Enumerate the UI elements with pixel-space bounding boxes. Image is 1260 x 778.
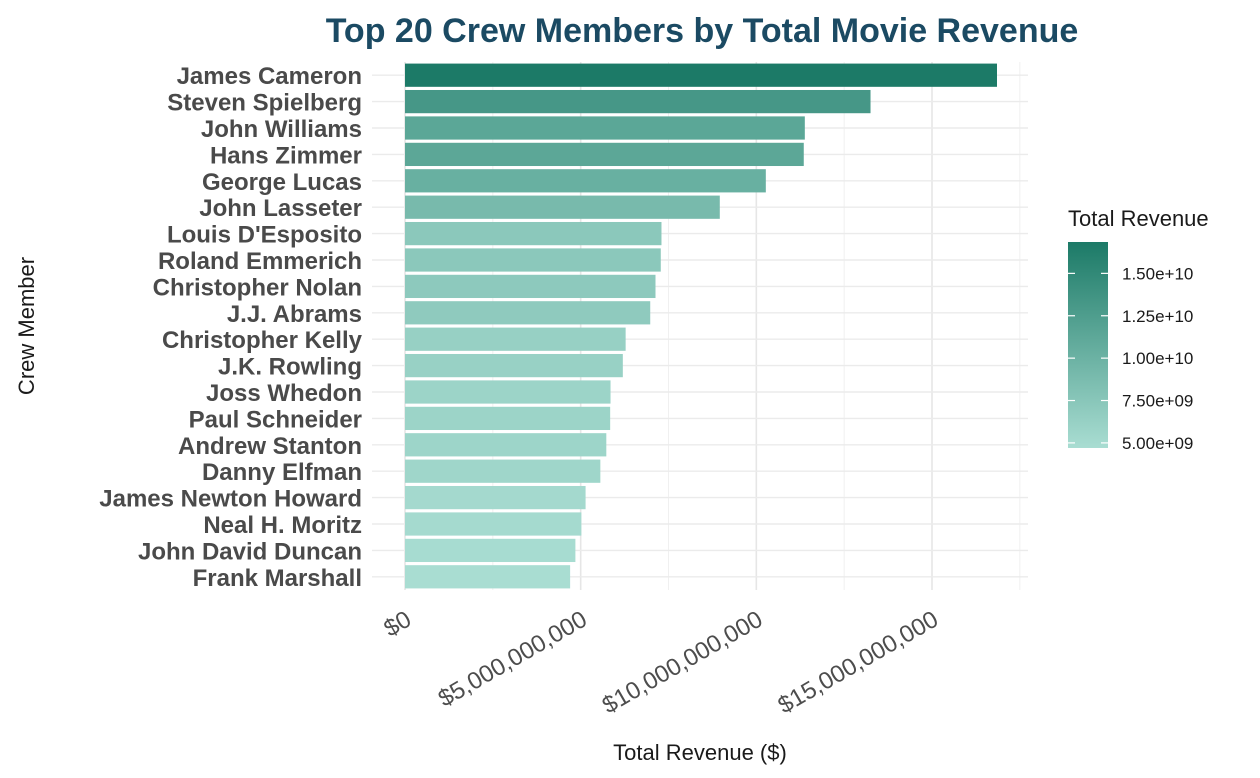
category-label: Christopher Kelly — [162, 327, 363, 354]
bar — [405, 221, 662, 246]
bar — [405, 380, 611, 404]
legend-colorbar — [1068, 242, 1108, 448]
category-label: Paul Schneider — [189, 406, 362, 433]
grid-lines — [372, 62, 1028, 590]
bar — [405, 301, 651, 325]
x-tick-label: $0 — [379, 606, 416, 643]
category-label: Hans Zimmer — [210, 142, 362, 169]
chart-title: Top 20 Crew Members by Total Movie Reven… — [326, 12, 1079, 50]
category-label: Neal H. Moritz — [203, 512, 362, 539]
bar — [405, 565, 571, 589]
x-tick-label: $15,000,000,000 — [773, 606, 943, 719]
legend-tick-label: 1.50e+10 — [1122, 264, 1193, 283]
category-label: John Williams — [201, 116, 362, 143]
bar — [405, 459, 601, 483]
legend-tick-label: 1.25e+10 — [1122, 307, 1193, 326]
category-label: J.K. Rowling — [218, 354, 362, 381]
legend-tick-label: 7.50e+09 — [1122, 392, 1193, 411]
y-axis-title: Crew Member — [14, 257, 39, 395]
legend: Total Revenue 5.00e+09 7.50e+09 1.00e+10 1.… — [1068, 206, 1209, 453]
bar — [405, 485, 586, 510]
x-tick-label: $10,000,000,000 — [598, 606, 768, 719]
bar — [405, 274, 656, 299]
category-label: James Cameron — [177, 63, 362, 90]
bar — [405, 142, 804, 167]
category-label: Christopher Nolan — [153, 274, 362, 301]
bar — [405, 63, 997, 87]
bar — [405, 353, 623, 378]
category-label: Joss Whedon — [206, 380, 362, 407]
category-label: J.J. Abrams — [227, 301, 362, 328]
bar — [405, 512, 582, 536]
category-label: John Lasseter — [199, 195, 362, 222]
category-label: Danny Elfman — [202, 459, 362, 486]
x-tick-label: $5,000,000,000 — [434, 606, 592, 713]
category-label: Steven Spielberg — [167, 90, 362, 117]
category-label: George Lucas — [202, 169, 362, 196]
bar — [405, 406, 611, 431]
bar — [405, 89, 871, 114]
legend-ticks: 5.00e+09 7.50e+09 1.00e+10 1.25e+10 1.50e+10 — [1068, 264, 1193, 453]
x-axis-title: Total Revenue ($) — [613, 740, 787, 765]
x-axis-ticks: $0 $5,000,000,000 $10,000,000,000 $15,000,0… — [379, 606, 943, 719]
bar — [405, 116, 805, 140]
category-label: Roland Emmerich — [158, 248, 362, 275]
legend-tick-label: 1.00e+10 — [1122, 349, 1193, 368]
category-label: Andrew Stanton — [178, 433, 362, 460]
category-label: Frank Marshall — [193, 565, 362, 592]
bar — [405, 248, 661, 272]
bar — [405, 169, 766, 193]
legend-tick-label: 5.00e+09 — [1122, 434, 1193, 453]
bars — [405, 63, 997, 589]
category-label: James Newton Howard — [99, 486, 362, 513]
bar — [405, 327, 626, 351]
bar — [405, 195, 720, 219]
category-label: Louis D'Esposito — [167, 222, 362, 249]
bar — [405, 433, 607, 457]
bar — [405, 538, 576, 563]
legend-title: Total Revenue — [1068, 206, 1209, 231]
category-label: John David Duncan — [138, 538, 362, 565]
